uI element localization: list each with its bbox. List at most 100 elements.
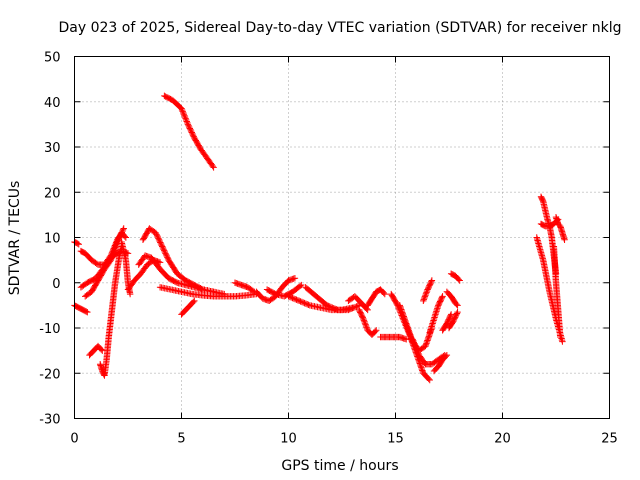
data-point — [428, 278, 435, 285]
data-point — [118, 229, 125, 236]
data-point — [373, 327, 380, 334]
series-arc-30 — [447, 270, 463, 284]
data-point — [83, 308, 90, 315]
series-arc-34 — [550, 243, 564, 341]
ticks: 0 5 10 15 20 25 -30 -20 -10 0 10 20 30 40 50 — [39, 51, 618, 447]
data-point — [154, 233, 161, 241]
data-point — [164, 254, 171, 261]
data-point — [187, 126, 194, 134]
data-point — [409, 336, 416, 343]
data-point — [209, 162, 216, 170]
data-point — [557, 333, 564, 341]
data-point — [178, 106, 186, 114]
series-arc-21 — [377, 333, 410, 343]
data-point — [422, 290, 430, 297]
series-arc-13 — [231, 279, 258, 295]
data-point — [349, 305, 356, 312]
data-point — [360, 317, 368, 324]
series-arc-early-high — [161, 92, 217, 171]
y-tick-label: -20 — [39, 367, 60, 382]
data-point — [180, 109, 187, 117]
data-point — [350, 304, 357, 311]
data-point — [162, 250, 169, 257]
data-point — [456, 277, 463, 284]
data-point — [155, 235, 162, 242]
data-point — [152, 229, 160, 237]
data-point — [160, 247, 168, 254]
x-tick-label: 20 — [494, 432, 511, 447]
data-point — [184, 119, 191, 127]
x-tick-label: 0 — [70, 432, 78, 447]
data-point — [157, 239, 164, 246]
data-point — [182, 116, 190, 124]
data-point — [178, 105, 185, 112]
data-point — [323, 302, 331, 309]
data-point — [172, 278, 180, 286]
series-arc-31 — [430, 351, 451, 375]
data-point — [294, 297, 302, 304]
data-point — [559, 338, 566, 345]
data-point — [287, 294, 295, 301]
data-point — [359, 314, 366, 321]
data-point — [289, 294, 296, 302]
data-point — [179, 108, 186, 115]
data-point — [413, 346, 420, 353]
data-point — [443, 351, 451, 359]
data-point — [191, 297, 198, 305]
data-point — [116, 234, 123, 242]
data-point — [333, 306, 340, 313]
data-point — [425, 375, 432, 383]
data-point — [304, 301, 311, 308]
data-point — [74, 240, 81, 247]
data-point — [380, 289, 387, 297]
data-point — [325, 302, 332, 310]
data-point — [327, 303, 335, 311]
data-point — [189, 132, 197, 139]
y-tick-label: 20 — [44, 186, 61, 201]
data-point — [159, 243, 166, 250]
data-point — [554, 216, 562, 223]
data-point — [210, 164, 217, 171]
data-point — [353, 303, 360, 310]
data-point — [106, 258, 114, 265]
data-point — [296, 297, 303, 305]
data-point — [453, 301, 460, 308]
data-point — [249, 287, 257, 295]
data-point — [122, 234, 130, 241]
data-point — [454, 308, 461, 316]
data-point — [553, 217, 561, 224]
data-point — [410, 338, 417, 346]
data-point — [347, 305, 355, 312]
data-point — [163, 252, 170, 260]
data-point — [298, 298, 306, 306]
data-point — [414, 347, 421, 355]
data-point — [119, 226, 127, 234]
data-point — [290, 295, 298, 302]
data-point — [381, 290, 388, 298]
data-point — [412, 344, 420, 352]
series-arc-26 — [439, 311, 455, 334]
data-point — [286, 293, 294, 301]
series-arc-15 — [263, 281, 305, 300]
data-point — [182, 115, 189, 122]
data-point — [410, 337, 417, 344]
data-point — [415, 350, 422, 357]
data-point — [301, 299, 308, 307]
data-point — [156, 259, 164, 266]
data-point — [423, 287, 431, 295]
x-axis-label: GPS time / hours — [281, 458, 398, 474]
data-point — [296, 282, 304, 290]
data-point — [414, 349, 422, 356]
data-point — [186, 123, 193, 131]
data-point — [438, 294, 446, 301]
data-points — [71, 92, 568, 384]
data-point — [351, 303, 359, 311]
y-tick-label: 50 — [44, 51, 61, 66]
data-point — [420, 297, 427, 305]
data-point — [160, 246, 167, 253]
data-point — [326, 303, 333, 310]
data-point — [420, 296, 428, 303]
data-point — [354, 302, 361, 310]
data-point — [184, 121, 192, 128]
data-point — [153, 231, 160, 238]
